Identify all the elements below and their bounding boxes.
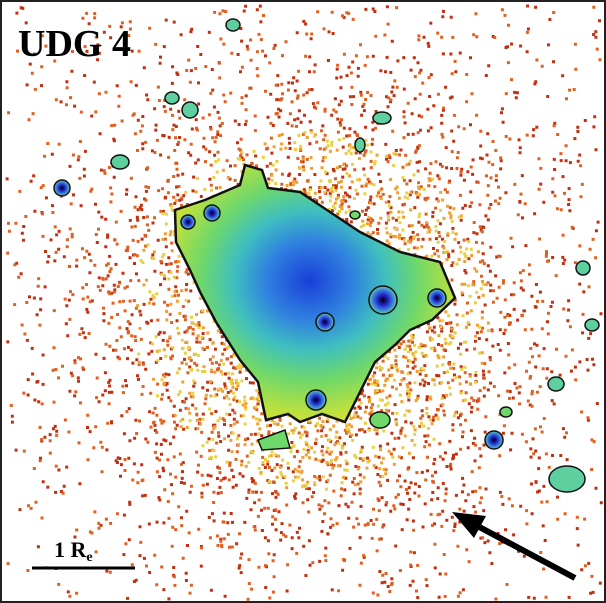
galaxy-image: UDG 4 1 Re [0,0,606,603]
scale-bar-subscript: e [86,550,92,565]
page: UDG 4 1 Re (() => { const data = JSON.pa… [0,0,606,603]
image-label: UDG 4 [18,23,131,65]
scale-bar-text: 1 R [54,537,88,562]
